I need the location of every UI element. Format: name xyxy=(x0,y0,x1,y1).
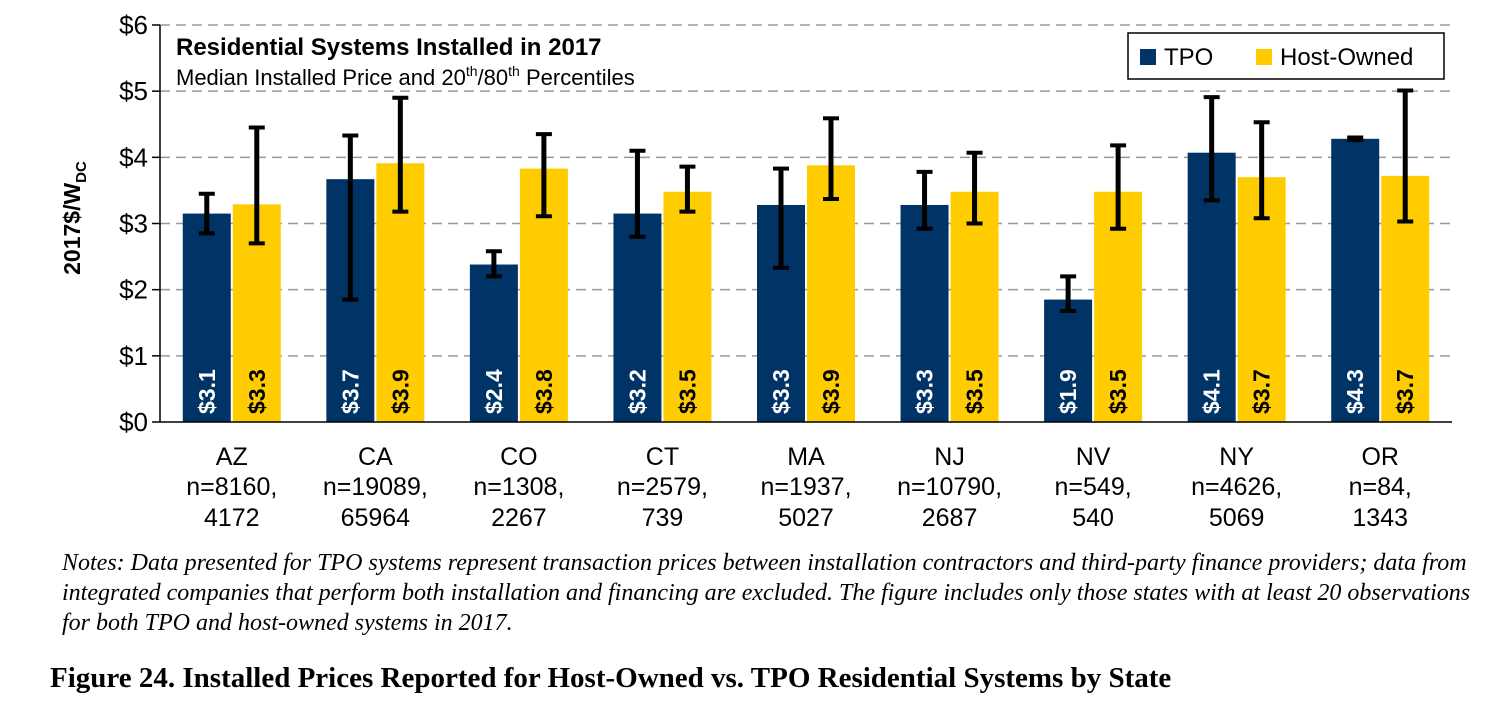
x-category-n-line1: n=4626, xyxy=(1191,473,1282,501)
x-category-n-line2: 5069 xyxy=(1209,504,1265,532)
bar-tpo-nj xyxy=(900,204,949,422)
x-category-n-line1: n=84, xyxy=(1349,473,1412,501)
bar-host-owned-ma xyxy=(807,165,855,423)
bar-value-label: $3.5 xyxy=(1105,369,1131,414)
bar-value-label: $1.9 xyxy=(1055,369,1081,414)
figure-notes: Notes: Data presented for TPO systems re… xyxy=(62,550,1471,636)
bar-tpo-or xyxy=(1331,138,1380,422)
x-category-n-line2: 739 xyxy=(642,504,684,532)
x-category-n-line1: n=10790, xyxy=(897,473,1002,501)
bar-tpo-az xyxy=(182,213,231,422)
x-category-n-line2: 5027 xyxy=(778,504,834,532)
y-tick-label: $4 xyxy=(119,142,148,172)
x-category-n-line1: n=2579, xyxy=(617,473,708,501)
x-category-n-line2: 540 xyxy=(1072,504,1114,532)
bar-host-owned-ct xyxy=(663,191,712,422)
bar-tpo-ct xyxy=(613,213,662,422)
bar-value-label: $3.8 xyxy=(531,369,557,414)
bar-tpo-co xyxy=(469,264,518,422)
figure-caption: Figure 24. Installed Prices Reported for… xyxy=(50,662,1172,694)
bar-value-label: $3.7 xyxy=(337,369,363,414)
x-category-label: OR xyxy=(1361,443,1399,471)
y-tick-label: $1 xyxy=(119,341,148,371)
x-category-n-line1: n=549, xyxy=(1055,473,1132,501)
x-category-n-line2: 4172 xyxy=(204,504,260,532)
bar-value-label: $2.4 xyxy=(481,369,507,414)
x-category-n-line1: n=19089, xyxy=(323,473,428,501)
bar-value-label: $4.3 xyxy=(1342,369,1368,414)
price-chart: $0$1$2$3$4$5$6 $3.1 $3.3 $3.7 $3.9 $2.4 $3.8 $… xyxy=(59,10,1452,532)
bar-value-label: $3.3 xyxy=(912,369,938,414)
chart-subtitle: Median Installed Price and 20th/80th Per… xyxy=(176,63,635,90)
bar-value-label: $4.1 xyxy=(1199,369,1225,414)
x-category-label: NV xyxy=(1076,443,1111,471)
x-category-label: AZ xyxy=(216,443,248,471)
x-category-label: CA xyxy=(358,443,393,471)
y-axis-tick-labels: $0 $1 $2 $3 $4 $5 $6 xyxy=(119,10,148,437)
x-axis-category-labels: AZn=8160, 4172 CAn=19089, 65964 COn=1308, 226… xyxy=(186,443,1412,532)
legend-swatch-tpo xyxy=(1140,49,1156,65)
x-category-n-line2: 1343 xyxy=(1352,504,1408,532)
bar-value-label: $3.3 xyxy=(768,369,794,414)
y-tick-label: $3 xyxy=(119,209,148,239)
x-category-label: NJ xyxy=(934,443,965,471)
bar-value-label: $3.9 xyxy=(818,369,844,414)
gridlines xyxy=(152,24,1452,423)
bar-value-label: $3.5 xyxy=(674,369,700,414)
legend: TPO Host-Owned xyxy=(1127,32,1445,80)
bar-value-label: $3.3 xyxy=(244,369,270,414)
bar-value-labels: $3.1 $3.3 $3.7 $3.9 $2.4 $3.8 $3.2 $3.5 $3.3 $3.9… xyxy=(194,369,1418,414)
bar-value-label: $3.7 xyxy=(1392,369,1418,414)
legend-label-host-owned: Host-Owned xyxy=(1280,44,1413,71)
chart-title: Residential Systems Installed in 2017 xyxy=(176,34,602,61)
legend-label-tpo: TPO xyxy=(1164,44,1213,71)
bar-value-label: $3.5 xyxy=(962,369,988,414)
x-category-n-line2: 65964 xyxy=(341,504,411,532)
bar-host-owned-nj xyxy=(950,191,999,422)
y-tick-label: $0 xyxy=(119,407,148,437)
bars xyxy=(182,138,1430,423)
x-category-label: MA xyxy=(787,443,825,471)
x-category-label: CT xyxy=(646,443,679,471)
x-category-n-line1: n=8160, xyxy=(186,473,277,501)
bar-value-label: $3.9 xyxy=(387,369,413,414)
bar-value-label: $3.2 xyxy=(624,369,650,414)
error-bars xyxy=(198,88,1414,313)
x-category-n-line2: 2687 xyxy=(922,504,978,532)
y-tick-label: $6 xyxy=(119,10,148,40)
y-axis-label: 2017$/WDC xyxy=(59,161,90,275)
bar-value-label: $3.1 xyxy=(194,369,220,414)
y-tick-label: $5 xyxy=(119,76,148,106)
x-category-n-line1: n=1937, xyxy=(760,473,851,501)
x-category-n-line1: n=1308, xyxy=(473,473,564,501)
y-tick-label: $2 xyxy=(119,275,148,305)
legend-swatch-host-owned xyxy=(1256,49,1272,65)
bar-value-label: $3.7 xyxy=(1249,369,1275,414)
x-category-label: CO xyxy=(500,443,538,471)
bar-tpo-nv xyxy=(1044,299,1093,422)
x-category-n-line2: 2267 xyxy=(491,504,547,532)
x-category-label: NY xyxy=(1219,443,1254,471)
